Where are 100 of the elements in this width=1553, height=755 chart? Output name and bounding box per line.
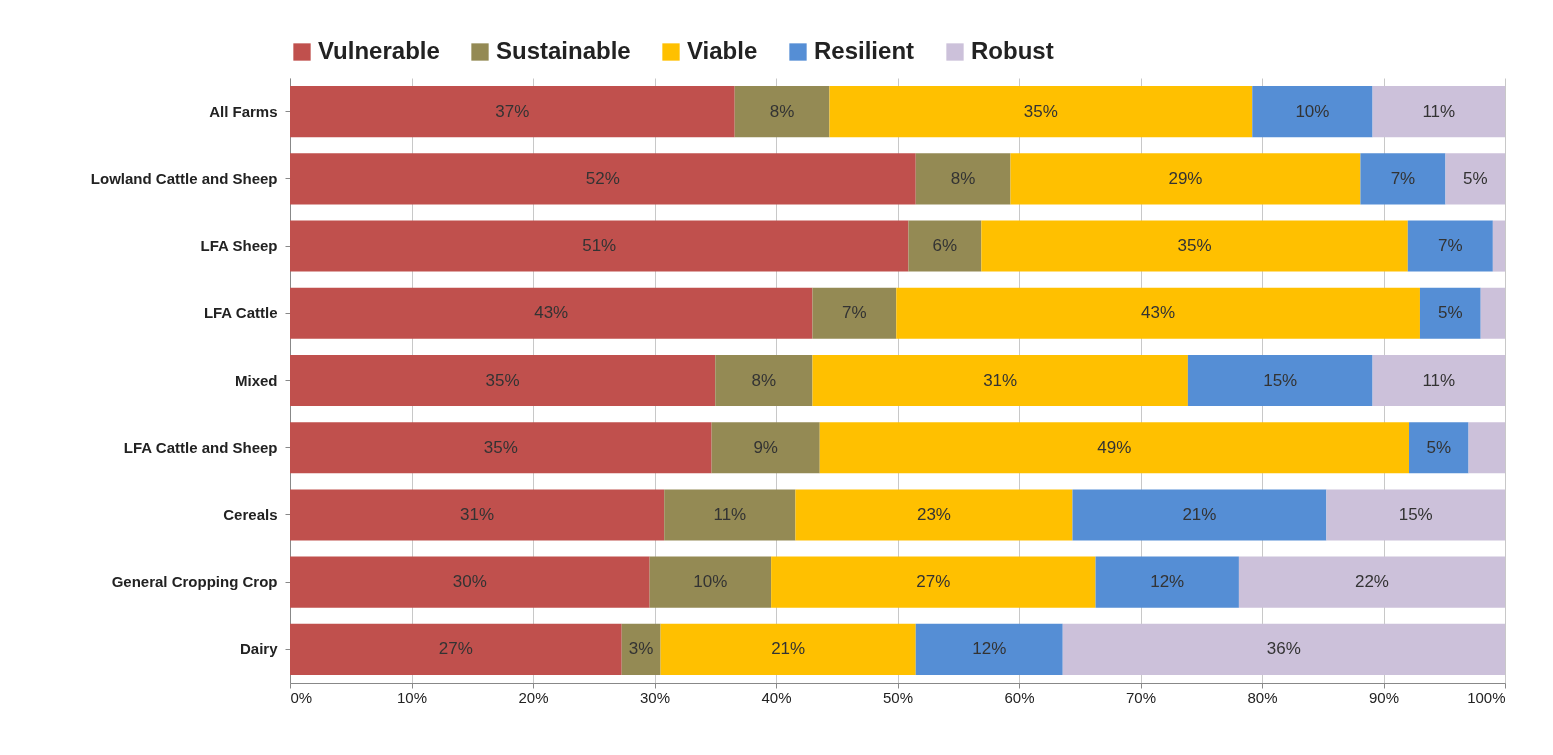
data-label: 6%: [932, 236, 958, 256]
data-label: 43%: [534, 303, 569, 323]
bar: [290, 220, 909, 272]
data-label: 51%: [582, 236, 617, 256]
data-label: 15%: [1263, 370, 1298, 390]
bar: [290, 153, 916, 205]
bar: [896, 287, 1420, 339]
bar: [1010, 153, 1361, 205]
bar: [290, 422, 712, 474]
bar: [1419, 287, 1481, 339]
data-label: 11%: [1422, 370, 1456, 390]
x-tick-label: 100%: [1467, 688, 1506, 706]
y-tick-label: Mixed: [234, 371, 278, 389]
bar: [829, 86, 1253, 138]
data-label: 29%: [1168, 168, 1203, 188]
bar: [1238, 556, 1505, 608]
legend-label: Vulnerable: [318, 37, 440, 64]
bar: [290, 489, 665, 541]
x-tick-label: 60%: [1004, 688, 1035, 706]
bar: [290, 86, 735, 138]
data-label: 5%: [1462, 168, 1488, 188]
data-label: 11%: [713, 504, 747, 524]
bar: [290, 623, 622, 675]
bar: [1372, 86, 1505, 138]
bar: [1372, 354, 1505, 407]
bar: [981, 220, 1408, 272]
bar: [1492, 220, 1505, 272]
bar: [819, 422, 1410, 474]
data-label: 10%: [1295, 101, 1330, 121]
legend-label: Sustainable: [496, 37, 631, 64]
bar: [1072, 489, 1327, 541]
data-label: 37%: [495, 101, 530, 121]
data-label: 7%: [842, 303, 867, 323]
data-label: 15%: [1398, 504, 1433, 524]
y-tick-label: Dairy: [239, 640, 279, 658]
y-tick-label: Cereals: [223, 505, 278, 523]
data-label: 21%: [1182, 504, 1217, 524]
data-label: 35%: [1177, 236, 1212, 256]
bar: [1409, 422, 1469, 474]
data-label: 21%: [771, 639, 806, 659]
data-label: 52%: [585, 168, 620, 188]
data-label: 7%: [1438, 236, 1463, 256]
bar: [734, 86, 830, 138]
legend-label: Robust: [971, 37, 1054, 64]
bar: [1360, 153, 1446, 205]
data-label: 31%: [983, 370, 1018, 390]
data-label: 9%: [753, 437, 778, 457]
bar: [1468, 422, 1505, 474]
bar: [771, 556, 1096, 608]
data-label: 23%: [916, 504, 951, 524]
y-tick-label: LFA Sheep: [200, 237, 278, 255]
x-tick-label: 20%: [518, 688, 549, 706]
bar: [649, 556, 772, 608]
x-tick-label: 90%: [1368, 688, 1400, 706]
y-tick-label: LFA Cattle: [203, 304, 278, 322]
data-label: 11%: [1422, 101, 1456, 121]
y-tick-label: Lowland Cattle and Sheep: [90, 169, 278, 187]
x-tick-label: 80%: [1247, 688, 1278, 706]
bar: [660, 623, 916, 675]
bar: [1480, 287, 1505, 339]
x-tick-label: 30%: [639, 688, 671, 706]
y-tick-label: LFA Cattle and Sheep: [123, 438, 278, 456]
bar: [1407, 220, 1493, 272]
data-label: 27%: [438, 639, 473, 659]
bar: [1326, 489, 1505, 541]
data-label: 35%: [483, 437, 518, 457]
bar: [1062, 623, 1505, 675]
bar: [795, 489, 1073, 541]
bar: [1445, 153, 1505, 205]
bar: [908, 220, 982, 272]
bar: [715, 354, 813, 407]
bar: [1252, 86, 1373, 138]
x-tick-label: 0%: [290, 688, 313, 706]
bar: [915, 153, 1011, 205]
bar: [290, 556, 650, 608]
bar: [621, 623, 661, 675]
legend-label: Resilient: [814, 37, 915, 64]
bar: [290, 287, 813, 339]
legend-label: Viable: [687, 37, 758, 64]
x-tick-label: 40%: [761, 688, 792, 706]
data-label: 35%: [485, 370, 520, 390]
bar: [1187, 354, 1373, 407]
data-label: 10%: [693, 572, 728, 592]
data-label: 35%: [1023, 101, 1058, 121]
data-label: 27%: [916, 572, 951, 592]
bar: [812, 354, 1188, 407]
x-tick-label: 10%: [396, 688, 428, 706]
data-label: 7%: [1390, 168, 1416, 188]
data-label: 5%: [1426, 437, 1452, 457]
bar: [664, 489, 796, 541]
data-label: 5%: [1438, 303, 1463, 323]
data-label: 12%: [972, 639, 1007, 659]
bar: [915, 623, 1063, 675]
x-tick-label: 70%: [1125, 688, 1157, 706]
x-tick-label: 50%: [882, 688, 914, 706]
bar: [290, 354, 716, 407]
data-label: 8%: [950, 168, 976, 188]
data-label: 36%: [1266, 639, 1301, 659]
bar: [812, 287, 897, 339]
data-label: 8%: [751, 370, 777, 390]
